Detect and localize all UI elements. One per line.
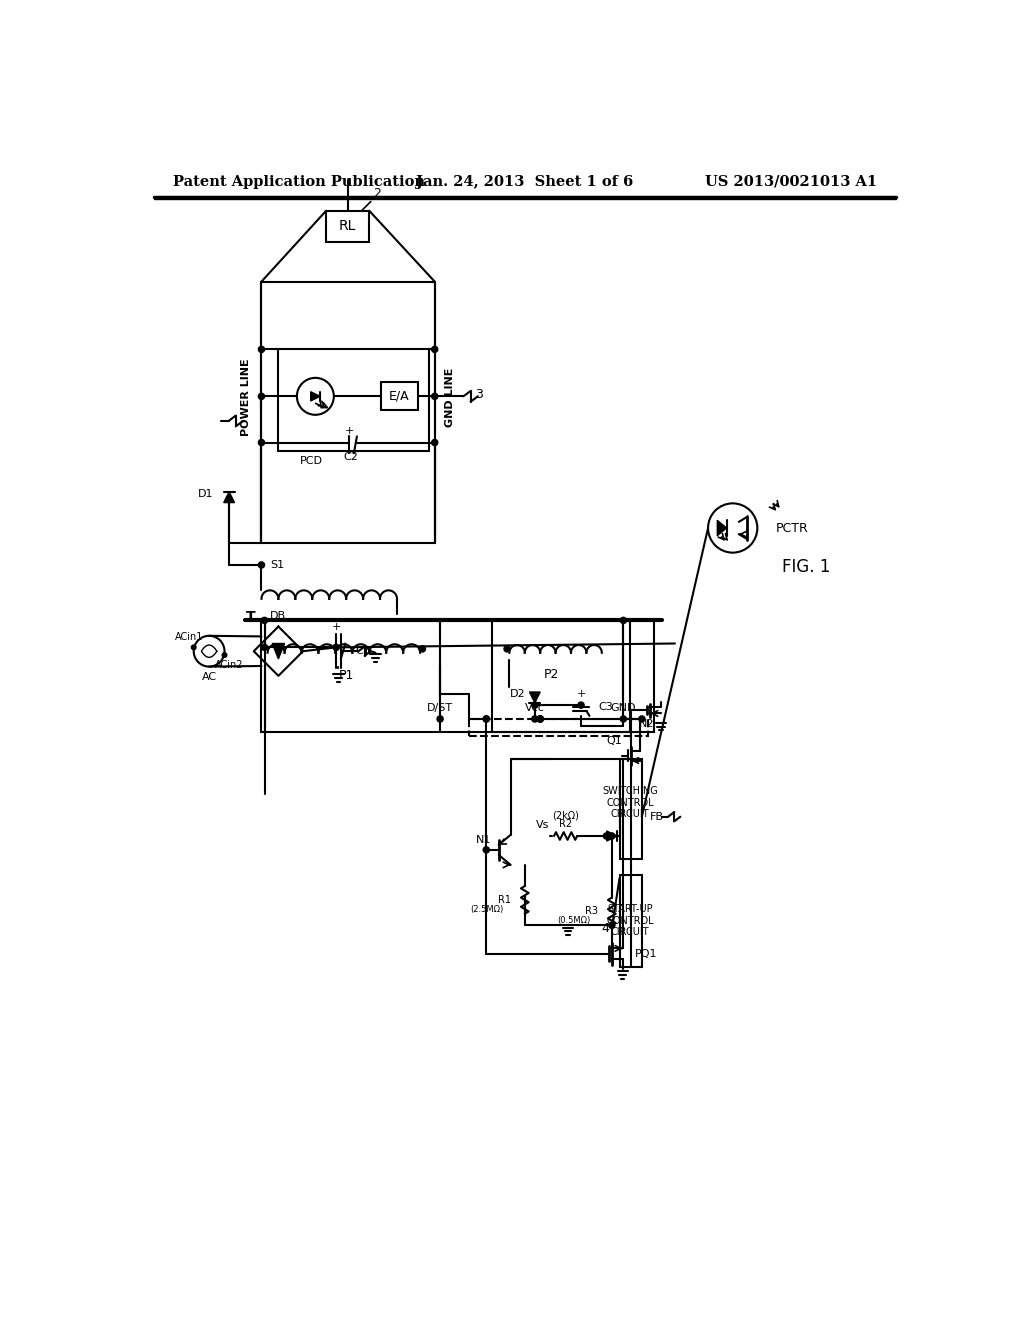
Circle shape <box>258 440 264 446</box>
Text: P1: P1 <box>339 669 354 682</box>
Circle shape <box>261 644 267 651</box>
Text: R3: R3 <box>585 907 598 916</box>
Text: 3: 3 <box>475 388 483 401</box>
Text: C3: C3 <box>598 702 612 711</box>
Polygon shape <box>529 692 541 702</box>
Text: +: + <box>344 426 354 436</box>
Text: D/ST: D/ST <box>427 704 454 713</box>
Circle shape <box>608 833 614 840</box>
Bar <box>279 350 429 451</box>
Text: R1: R1 <box>498 895 511 906</box>
Circle shape <box>483 715 489 722</box>
Text: PQ1: PQ1 <box>635 949 657 958</box>
Circle shape <box>191 645 196 649</box>
Circle shape <box>258 346 264 352</box>
Bar <box>493 620 630 733</box>
Text: Patent Application Publication: Patent Application Publication <box>173 174 425 189</box>
Text: P2: P2 <box>544 668 559 681</box>
Text: D2: D2 <box>510 689 525 698</box>
Circle shape <box>504 645 510 652</box>
Circle shape <box>639 715 645 722</box>
Polygon shape <box>272 644 285 659</box>
Text: +: + <box>332 622 341 631</box>
Circle shape <box>621 715 627 722</box>
Text: Jan. 24, 2013  Sheet 1 of 6: Jan. 24, 2013 Sheet 1 of 6 <box>416 174 634 189</box>
Text: RL: RL <box>339 219 356 234</box>
Bar <box>381 383 418 411</box>
Text: ACin1: ACin1 <box>175 632 204 643</box>
Text: Vs: Vs <box>536 820 549 830</box>
Polygon shape <box>607 832 616 841</box>
Bar <box>620 759 642 859</box>
Circle shape <box>483 715 489 722</box>
Text: (2.5MΩ): (2.5MΩ) <box>470 904 503 913</box>
Text: Vcc: Vcc <box>525 704 545 713</box>
Text: GND LINE: GND LINE <box>445 367 455 426</box>
Circle shape <box>531 702 538 709</box>
Circle shape <box>261 618 267 623</box>
Circle shape <box>437 715 443 722</box>
Circle shape <box>621 618 627 623</box>
Circle shape <box>419 645 425 652</box>
Text: R2: R2 <box>559 818 572 829</box>
Text: N2: N2 <box>639 719 654 730</box>
Text: (0.5MΩ): (0.5MΩ) <box>557 916 590 925</box>
Text: PCD: PCD <box>300 455 323 466</box>
Text: SWITCHING
CONTROL
CIRCUIT: SWITCHING CONTROL CIRCUIT <box>602 787 658 820</box>
Polygon shape <box>223 492 234 503</box>
Circle shape <box>531 715 538 722</box>
Text: AC: AC <box>202 672 217 681</box>
Text: FIG. 1: FIG. 1 <box>782 557 830 576</box>
Text: POWER LINE: POWER LINE <box>241 358 251 436</box>
Text: GND: GND <box>610 704 636 713</box>
Circle shape <box>538 715 544 722</box>
Text: Q1: Q1 <box>606 735 622 746</box>
Text: START-UP
CONTROL
CIRCUIT: START-UP CONTROL CIRCUIT <box>606 904 654 937</box>
Circle shape <box>608 923 614 928</box>
Circle shape <box>333 644 339 651</box>
Polygon shape <box>717 520 727 536</box>
Text: T: T <box>246 610 256 624</box>
Circle shape <box>258 562 264 568</box>
Circle shape <box>578 702 584 709</box>
Bar <box>261 620 654 733</box>
Polygon shape <box>310 392 319 401</box>
Bar <box>261 281 435 544</box>
Text: (2kΩ): (2kΩ) <box>552 810 579 821</box>
Bar <box>620 875 642 966</box>
Bar <box>326 211 370 242</box>
Circle shape <box>483 847 489 853</box>
Circle shape <box>603 833 609 840</box>
Text: FB: FB <box>649 812 664 822</box>
Text: D1: D1 <box>199 490 214 499</box>
Circle shape <box>432 393 438 400</box>
Text: C1: C1 <box>355 647 370 656</box>
Text: PCTR: PCTR <box>776 521 809 535</box>
Text: +: + <box>577 689 586 698</box>
Text: 4: 4 <box>602 921 609 935</box>
Text: E/A: E/A <box>389 389 410 403</box>
Circle shape <box>538 715 544 722</box>
Text: 2: 2 <box>373 187 381 201</box>
Text: C2: C2 <box>343 453 358 462</box>
Circle shape <box>432 440 438 446</box>
Circle shape <box>432 346 438 352</box>
Circle shape <box>258 393 264 400</box>
Text: US 2013/0021013 A1: US 2013/0021013 A1 <box>706 174 878 189</box>
Text: N1: N1 <box>475 834 490 845</box>
Text: DB: DB <box>270 611 287 620</box>
Circle shape <box>222 653 226 657</box>
Text: ACin2: ACin2 <box>215 660 244 671</box>
Text: S1: S1 <box>270 560 285 570</box>
Circle shape <box>538 715 544 722</box>
Bar <box>469 719 648 737</box>
